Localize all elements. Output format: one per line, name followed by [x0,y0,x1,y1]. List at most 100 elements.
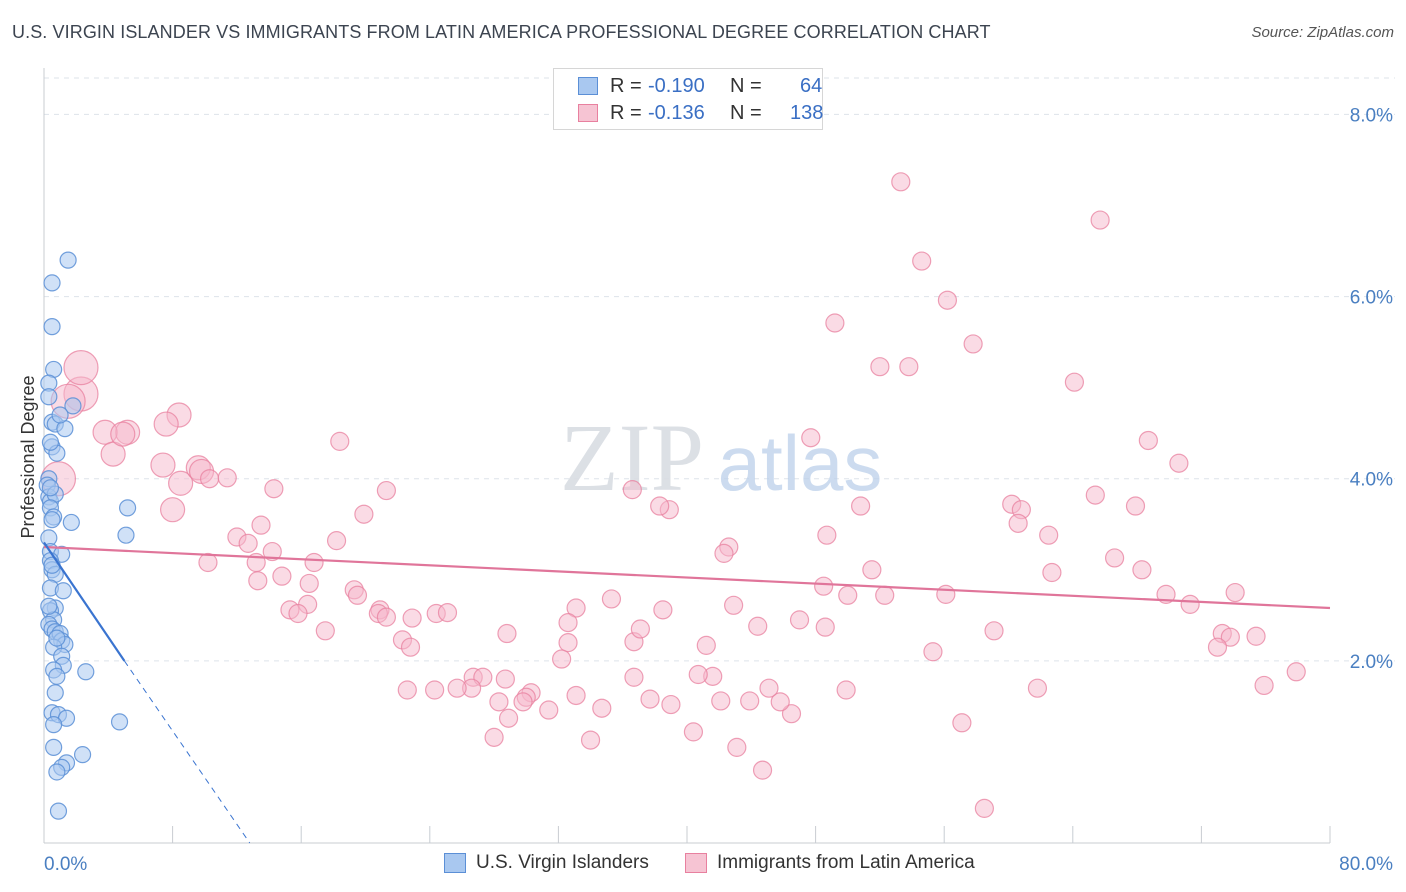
point-virgin-islanders [40,597,58,615]
point-latin-america [558,633,578,653]
point-virgin-islanders [48,629,66,647]
point-latin-america [801,428,821,448]
point-latin-america [724,595,744,615]
point-latin-america [727,737,747,757]
legend-n-label: N = [730,75,762,97]
point-latin-america [1169,453,1189,473]
point-latin-america [150,452,176,478]
point-virgin-islanders [118,499,137,517]
point-latin-america [836,680,856,700]
point-latin-america [825,313,845,333]
point-latin-america [513,692,533,712]
x-edge-label-right: 80.0% [1339,854,1393,875]
series-latin-america-points [40,172,1306,818]
point-virgin-islanders [40,388,58,406]
point-virgin-islanders [49,802,68,820]
point-latin-america [354,504,374,524]
point-latin-america [558,613,578,633]
point-latin-america [696,635,716,655]
bottom-legend-label: U.S. Virgin Islanders [476,852,649,873]
point-latin-america [63,350,99,386]
point-latin-america [264,479,284,499]
point-latin-america [1180,594,1200,614]
point-latin-america [1104,548,1125,568]
point-virgin-islanders [41,433,60,451]
point-latin-america [870,357,890,377]
point-virgin-islanders [110,713,129,731]
point-latin-america [683,722,704,742]
point-virgin-islanders [43,318,61,336]
point-latin-america [624,667,644,687]
point-latin-america [1132,560,1152,580]
point-virgin-islanders [45,716,63,734]
point-latin-america [153,411,179,437]
point-latin-america [963,334,983,354]
series-virgin-islanders-points [38,251,137,820]
y-tick-label: 2.0% [1350,652,1393,673]
point-virgin-islanders [64,397,82,415]
point-latin-america [851,496,871,516]
point-latin-america [272,566,292,586]
point-latin-america [592,698,612,718]
point-latin-america [984,621,1004,641]
point-latin-america [789,610,810,630]
point-latin-america [315,621,335,641]
point-latin-america [330,431,350,451]
bottom-legend-swatch-pink [685,853,707,873]
point-latin-america [437,602,458,623]
point-latin-america [688,664,708,685]
point-latin-america [1254,675,1274,696]
legend-r-value: -0.190 [648,75,705,97]
point-latin-america [110,421,136,447]
point-virgin-islanders [48,763,66,781]
trend-lines [43,541,1331,844]
chart-title: U.S. VIRGIN ISLANDER VS IMMIGRANTS FROM … [12,22,991,42]
point-virgin-islanders [59,251,77,269]
point-latin-america [936,584,956,604]
point-latin-america [752,760,773,780]
point-latin-america [622,480,642,500]
watermark-atlas: atlas [718,419,883,507]
bottom-legend-label: Immigrants from Latin America [717,852,975,873]
point-latin-america [168,470,194,496]
legend-swatch-blue [578,77,598,95]
point-latin-america [326,531,347,551]
legend-n-value: 138 [790,102,824,124]
point-latin-america [748,616,768,636]
point-latin-america [875,585,895,605]
point-latin-america [952,713,972,733]
bottom-legend-swatch-blue [444,853,466,873]
point-latin-america [1042,562,1062,583]
legend-r-value: -0.136 [648,102,705,124]
trend-line-virgin-islanders [43,541,126,662]
point-latin-america [1138,430,1158,451]
point-latin-america [1286,662,1306,682]
point-latin-america [770,692,790,712]
legend-n-value: 64 [800,75,823,97]
y-tick-label: 8.0% [1350,105,1393,126]
point-virgin-islanders [117,526,135,544]
point-latin-america [288,603,308,624]
point-latin-america [1207,637,1228,657]
point-virgin-islanders [45,738,63,756]
point-virgin-islanders [51,406,69,424]
point-virgin-islanders [43,556,61,574]
point-latin-america [251,515,271,535]
point-latin-america [974,798,994,818]
point-latin-america [198,552,218,573]
point-latin-america [425,680,445,700]
point-latin-america [566,685,586,706]
point-latin-america [815,617,835,637]
point-latin-america [891,172,911,192]
point-latin-america [539,700,559,720]
point-latin-america [1125,496,1146,516]
point-latin-america [552,649,572,669]
point-latin-america [1090,210,1110,230]
point-virgin-islanders [73,746,92,764]
trend-line-latin-america [43,545,1331,610]
x-edge-label-left: 0.0% [44,854,87,875]
point-latin-america [217,468,237,488]
point-latin-america [862,560,882,580]
point-latin-america [447,678,467,698]
